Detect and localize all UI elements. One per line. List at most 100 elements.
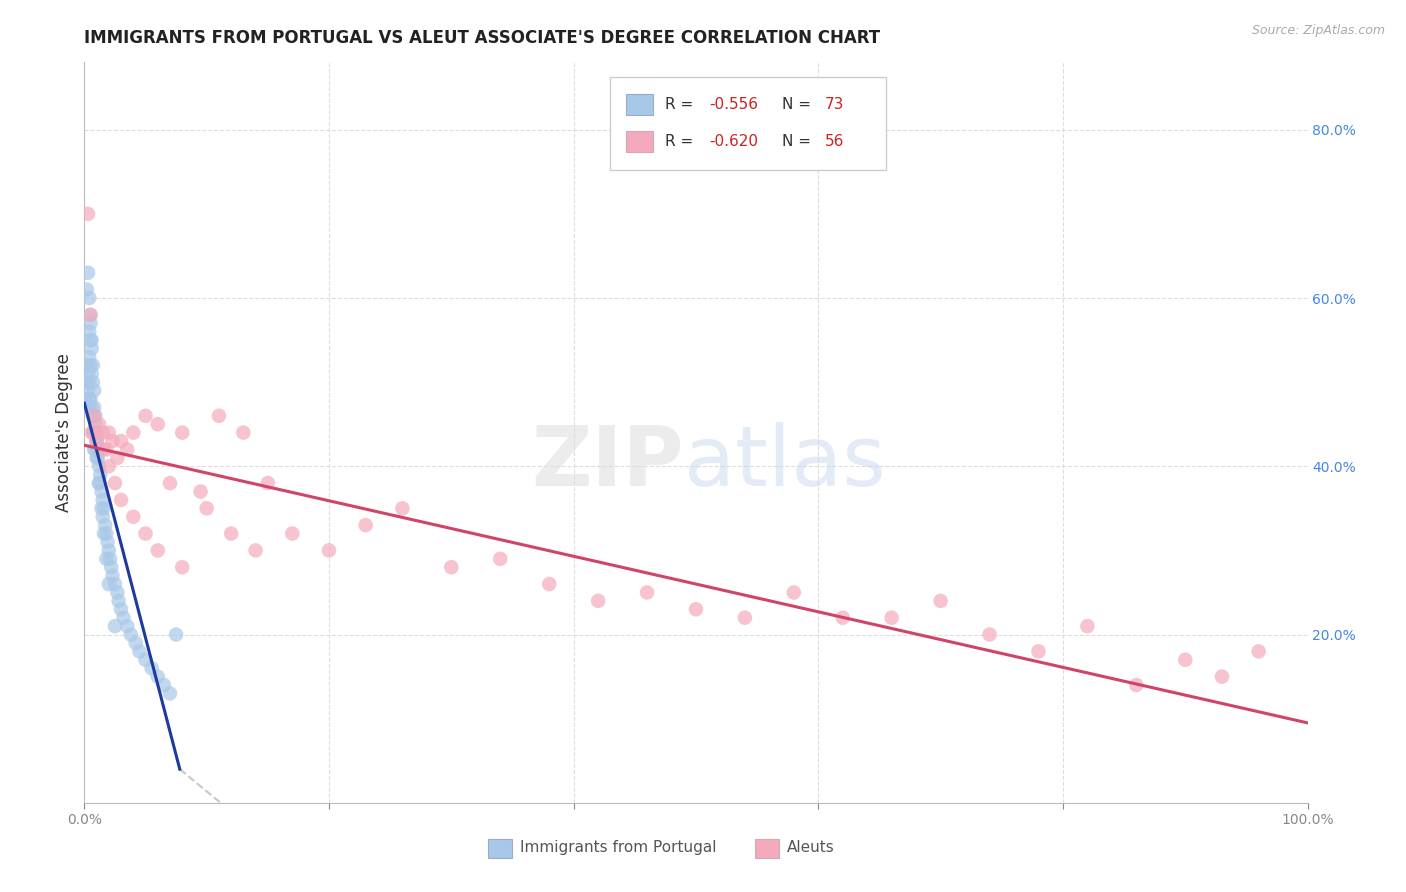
Point [87, 450, 110, 465]
Point [1174, 653, 1197, 667]
Point [281, 526, 304, 541]
Point [141, 661, 163, 675]
Point [146, 417, 169, 432]
Point [105, 585, 128, 599]
Point [86, 425, 108, 440]
Point [96, 551, 118, 566]
Text: N =: N = [782, 134, 815, 149]
Point [112, 610, 135, 624]
Point [77, 401, 100, 415]
Point [146, 670, 169, 684]
Point [87, 476, 110, 491]
Point [90, 501, 112, 516]
Point [76, 375, 98, 389]
Point [110, 602, 132, 616]
Point [77, 207, 100, 221]
Point [115, 442, 138, 457]
Point [91, 492, 114, 507]
Point [79, 308, 101, 322]
Point [77, 375, 100, 389]
Point [93, 526, 115, 541]
Point [77, 291, 100, 305]
Point [208, 409, 231, 423]
Point [135, 409, 157, 423]
Point [97, 577, 120, 591]
Point [80, 367, 103, 381]
Point [79, 359, 101, 373]
Point [1247, 644, 1270, 658]
Point [120, 627, 142, 641]
Point [97, 543, 120, 558]
Point [82, 425, 104, 440]
Text: atlas: atlas [683, 422, 886, 503]
Point [82, 359, 104, 373]
Point [94, 518, 117, 533]
Point [586, 594, 609, 608]
Point [97, 535, 120, 549]
Point [1028, 644, 1050, 658]
Point [76, 359, 98, 373]
Point [86, 434, 108, 448]
Point [82, 409, 104, 423]
Text: 56: 56 [824, 134, 844, 149]
Point [104, 476, 127, 491]
Point [538, 577, 561, 591]
Point [100, 560, 122, 574]
Point [83, 442, 105, 457]
Point [83, 384, 105, 398]
Point [80, 342, 103, 356]
Point [153, 678, 176, 692]
Point [97, 459, 120, 474]
Point [110, 434, 132, 448]
Point [831, 610, 853, 624]
Point [880, 610, 903, 624]
Point [135, 653, 157, 667]
Y-axis label: Associate's Degree: Associate's Degree [55, 353, 73, 512]
Point [91, 509, 114, 524]
Point [636, 585, 658, 599]
Point [84, 442, 107, 457]
FancyBboxPatch shape [626, 131, 654, 152]
Point [104, 577, 127, 591]
Point [77, 266, 100, 280]
Point [159, 686, 181, 700]
FancyBboxPatch shape [610, 78, 886, 169]
Text: 73: 73 [824, 97, 844, 112]
Point [87, 459, 110, 474]
Point [489, 551, 512, 566]
Point [93, 501, 115, 516]
Point [82, 375, 104, 389]
Point [107, 594, 129, 608]
Point [391, 501, 413, 516]
Text: R =: R = [665, 134, 699, 149]
Point [146, 543, 169, 558]
Point [219, 526, 242, 541]
Point [135, 526, 157, 541]
Point [86, 434, 108, 448]
Point [80, 425, 103, 440]
Point [98, 551, 121, 566]
Point [83, 401, 105, 415]
Point [77, 384, 100, 398]
Point [83, 425, 105, 440]
Point [257, 476, 280, 491]
FancyBboxPatch shape [488, 839, 513, 858]
Point [76, 283, 98, 297]
Point [97, 425, 120, 440]
Point [79, 316, 101, 330]
Point [101, 434, 124, 448]
Point [318, 543, 340, 558]
Point [77, 350, 100, 364]
Text: Source: ZipAtlas.com: Source: ZipAtlas.com [1251, 24, 1385, 37]
Point [96, 442, 118, 457]
Point [77, 325, 100, 339]
Point [1125, 678, 1147, 692]
Text: IMMIGRANTS FROM PORTUGAL VS ALEUT ASSOCIATE'S DEGREE CORRELATION CHART: IMMIGRANTS FROM PORTUGAL VS ALEUT ASSOCI… [84, 29, 880, 47]
FancyBboxPatch shape [755, 839, 779, 858]
Point [87, 417, 110, 432]
Text: -0.556: -0.556 [710, 97, 758, 112]
Point [89, 467, 111, 482]
Point [783, 585, 806, 599]
Point [105, 450, 128, 465]
Point [190, 484, 212, 499]
